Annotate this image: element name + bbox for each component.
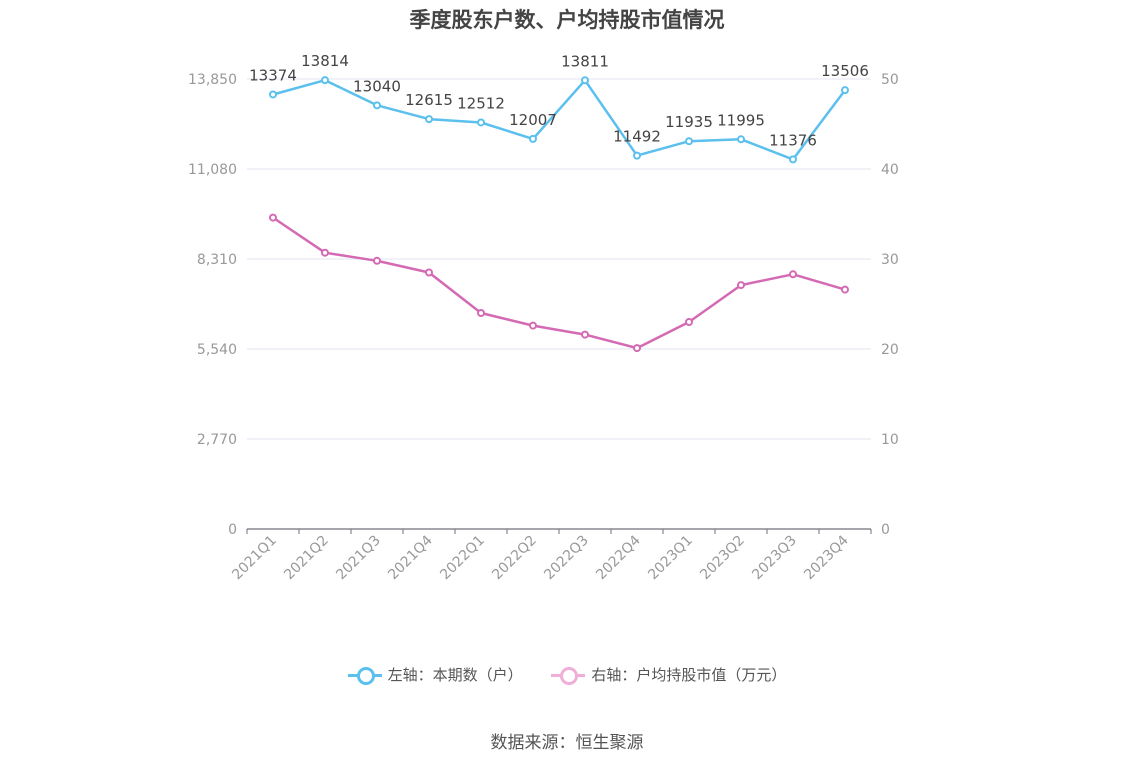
data-point-right	[841, 285, 849, 294]
x-tick-label: 2021Q2	[281, 533, 332, 584]
x-tick-label: 2021Q1	[229, 533, 280, 584]
y-left-tick-label: 11,080	[188, 162, 237, 178]
y-right-tick-label: 0	[881, 522, 890, 538]
y-right-tick-label: 50	[881, 72, 899, 88]
x-tick-label: 2023Q2	[697, 533, 748, 584]
chart-title: 季度股东户数、户均持股市值情况	[409, 8, 725, 32]
data-label: 13811	[561, 52, 609, 70]
data-point-right	[373, 256, 381, 265]
data-label: 12615	[405, 91, 453, 109]
data-source-note: 数据来源：恒生聚源	[490, 733, 644, 753]
data-point-left	[633, 151, 641, 160]
data-label: 11376	[769, 131, 817, 149]
data-point-left	[685, 137, 693, 146]
data-point-left	[425, 115, 433, 124]
x-tick-label: 2022Q1	[437, 533, 488, 584]
data-label: 13814	[301, 52, 349, 70]
y-left-tick-label: 5,540	[197, 342, 237, 358]
legend-left-series-label: 左轴：本期数（户）	[387, 666, 523, 684]
data-point-right	[633, 344, 641, 353]
data-point-left	[373, 101, 381, 110]
y-left-tick-label: 13,850	[188, 72, 237, 88]
x-tick-label: 2021Q3	[333, 533, 384, 584]
legend-left-series-icon	[347, 665, 382, 685]
legend: 左轴：本期数（户） 右轴：户均持股市值（万元）	[0, 664, 1134, 689]
data-label: 11492	[613, 128, 661, 146]
series-line-left	[272, 78, 846, 161]
data-point-right	[529, 321, 537, 330]
x-tick-label: 2023Q4	[801, 532, 852, 583]
x-tick-label: 2023Q3	[749, 533, 800, 584]
data-point-right	[685, 318, 693, 326]
x-tick-label: 2022Q2	[489, 533, 540, 584]
y-left-tick-label: 0	[228, 522, 237, 538]
x-tick-label: 2021Q4	[385, 532, 436, 583]
legend-item-right-series[interactable]: 右轴：户均持股市值（万元）	[551, 664, 786, 685]
data-point-right	[737, 281, 745, 290]
data-point-left	[477, 118, 485, 127]
data-point-left	[529, 134, 537, 143]
series-line-right	[272, 216, 846, 350]
data-point-right	[425, 268, 433, 277]
data-label: 13040	[353, 77, 401, 95]
legend-right-series-icon	[551, 665, 586, 685]
legend-right-series-label: 右轴：户均持股市值（万元）	[591, 666, 787, 684]
data-label: 12007	[509, 111, 557, 129]
data-label: 11935	[665, 113, 713, 131]
y-right-tick-label: 10	[881, 432, 899, 448]
legend-item-left-series[interactable]: 左轴：本期数（户）	[347, 664, 523, 685]
y-right-tick-label: 30	[881, 252, 899, 268]
data-point-left	[841, 86, 849, 95]
y-left-tick-label: 8,310	[197, 252, 237, 268]
data-point-right	[581, 330, 589, 339]
data-point-left	[581, 76, 589, 85]
data-label: 11995	[717, 111, 765, 129]
y-left-tick-label: 2,770	[197, 432, 237, 448]
data-point-left	[789, 155, 797, 164]
y-right-tick-label: 20	[881, 342, 899, 358]
data-point-left	[737, 135, 745, 144]
y-right-tick-label: 40	[881, 162, 899, 178]
data-label: 12512	[457, 94, 505, 112]
data-point-left	[269, 90, 277, 99]
data-point-right	[789, 270, 797, 279]
data-point-left	[321, 76, 329, 85]
data-label: 13374	[249, 66, 297, 84]
data-point-right	[269, 213, 277, 222]
data-point-right	[321, 248, 329, 257]
x-tick-label: 2023Q1	[645, 533, 696, 584]
x-tick-label: 2022Q4	[593, 532, 644, 583]
data-point-right	[477, 309, 485, 317]
data-label: 13506	[821, 62, 869, 80]
x-tick-label: 2022Q3	[541, 533, 592, 584]
